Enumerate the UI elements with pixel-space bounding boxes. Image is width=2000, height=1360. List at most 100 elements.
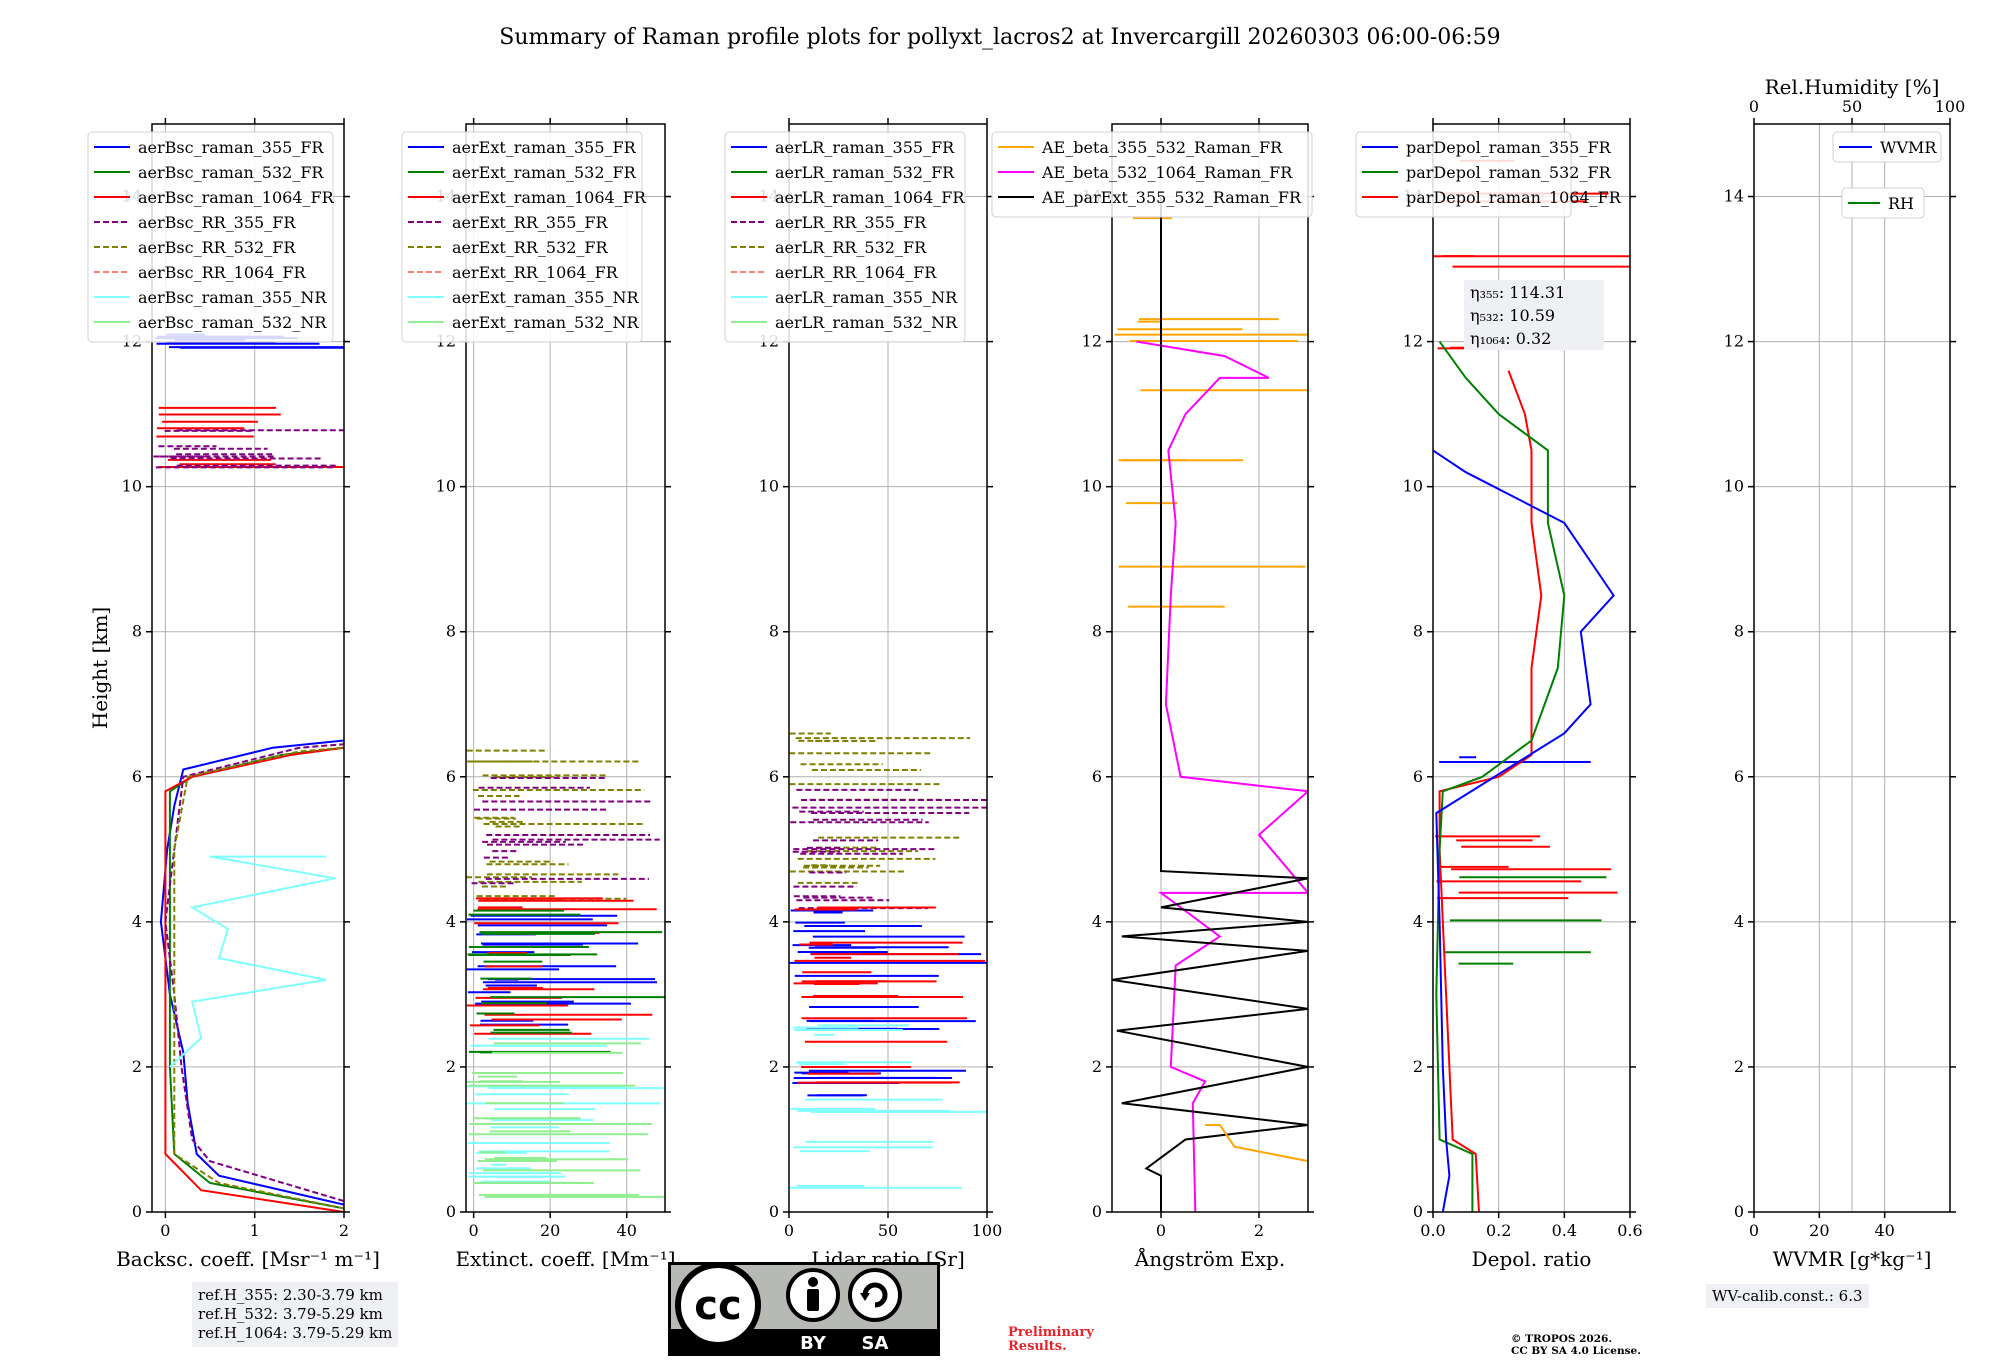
ref-h-355: ref.H_355: 2.30-3.79 km	[198, 1286, 383, 1304]
y-tick-label: 4	[132, 912, 142, 931]
x-tick-label: 20	[1809, 1221, 1829, 1240]
legend-entry: aerExt_raman_532_NR	[452, 313, 640, 332]
y-tick-label: 6	[446, 767, 456, 786]
y-tick-label: 0	[1734, 1202, 1744, 1221]
y-tick-label: 0	[1092, 1202, 1102, 1221]
legend-entry: aerLR_raman_1064_FR	[775, 188, 965, 207]
series-parDepol_raman_1064_FR	[1438, 370, 1543, 1212]
y-tick-label: 10	[1082, 477, 1102, 496]
legend-entry: aerBsc_RR_532_FR	[138, 238, 296, 257]
axes-frame	[465, 123, 666, 1213]
legend-frame-wvmr	[1832, 131, 1942, 163]
legend-entry: aerExt_raman_532_FR	[452, 163, 637, 182]
y-tick-label: 6	[769, 767, 779, 786]
legend-frame	[1355, 131, 1572, 218]
legend-entry: WVMR	[1880, 138, 1937, 157]
x-axis-label: Backsc. coeff. [Msr⁻¹ m⁻¹]	[116, 1247, 380, 1271]
sa-share-alike-icon	[848, 1268, 902, 1322]
x-tick-label: 0	[160, 1221, 170, 1240]
series-aerBsc_RR_532_FR	[173, 746, 344, 1210]
legend-frame-rh	[1841, 187, 1925, 219]
cc-icon	[675, 1262, 761, 1348]
y-tick-label: 4	[446, 912, 456, 931]
x-tick-label: 0	[1156, 1221, 1166, 1240]
series-AE_parExt_355_532_Raman_FR	[1112, 196, 1308, 1212]
legend-entry: aerBsc_RR_355_FR	[138, 213, 296, 232]
legend-entry: aerBsc_raman_1064_FR	[138, 188, 335, 207]
y-tick-label: 10	[436, 477, 456, 496]
legend-entry: aerExt_RR_1064_FR	[452, 263, 619, 282]
legend: AE_beta_355_532_Raman_FR AE_beta_532_1064…	[991, 131, 1313, 218]
legend-entry: RH	[1888, 194, 1914, 213]
y-tick-label: 12	[1082, 332, 1102, 351]
series-parDepol_raman_355_FR	[1433, 449, 1615, 1212]
plot-area	[1112, 196, 1308, 1212]
axes-frame	[151, 123, 345, 1213]
panel-backscatter: 02468101214012Backsc. coeff. [Msr⁻¹ m⁻¹]…	[87, 118, 380, 1271]
y-tick-label: 2	[446, 1057, 456, 1076]
plot-area	[789, 732, 987, 1189]
legend-entry: aerLR_raman_532_NR	[775, 313, 958, 332]
x-tick-label: 0.2	[1486, 1221, 1511, 1240]
y-axis-label: Height [km]	[88, 607, 112, 729]
series-aerBsc_RR_355_FR	[164, 743, 344, 1203]
x-tick-label: 0	[784, 1221, 794, 1240]
legend-frame	[87, 131, 334, 343]
x-tick-label: 40	[617, 1221, 637, 1240]
plot-area	[153, 333, 344, 1212]
wv-calibration-box: WV-calib.const.: 6.3	[1706, 1284, 1869, 1308]
cc-sa-label: SA	[862, 1333, 889, 1354]
ref-h-1064: ref.H_1064: 3.79-5.29 km	[198, 1324, 393, 1342]
y-tick-label: 10	[759, 477, 779, 496]
y-tick-label: 8	[1734, 622, 1744, 641]
legend-entry: parDepol_raman_355_FR	[1406, 138, 1612, 157]
x-tick-label: 0.6	[1617, 1221, 1642, 1240]
rh-top-tick-label: 100	[1935, 97, 1966, 116]
legend-entry: aerLR_raman_355_NR	[775, 288, 958, 307]
eta-annotation: η₁₀₆₄: 0.32	[1470, 329, 1551, 348]
legend-entry: AE_parExt_355_532_Raman_FR	[1041, 188, 1302, 207]
x-tick-label: 50	[878, 1221, 898, 1240]
panel-extinction: 0246810121402040Extinct. coeff. [Mm⁻¹]ae…	[401, 118, 676, 1271]
legend: aerBsc_raman_355_FR aerBsc_raman_532_FRae…	[87, 131, 335, 343]
copyright-line-1: © TROPOS 2026.	[1511, 1333, 1613, 1345]
cc-by-label: BY	[800, 1333, 827, 1354]
plot-area	[466, 749, 665, 1198]
y-tick-label: 2	[1734, 1057, 1744, 1076]
eta-annotation: η₃₅₅: 114.31	[1470, 283, 1565, 302]
legend-entry: aerExt_raman_355_FR	[452, 138, 637, 157]
legend-entry: aerBsc_RR_1064_FR	[138, 263, 307, 282]
ref-h-532: ref.H_532: 3.79-5.29 km	[198, 1305, 383, 1323]
cc-by-sa-badge: cc BY SA	[668, 1262, 940, 1356]
x-tick-label: 40	[1874, 1221, 1894, 1240]
rh-top-tick-label: 50	[1842, 97, 1862, 116]
legend-entry: aerExt_raman_355_NR	[452, 288, 640, 307]
y-tick-label: 6	[1413, 767, 1423, 786]
y-tick-label: 6	[1092, 767, 1102, 786]
y-tick-label: 2	[1092, 1057, 1102, 1076]
preliminary-line-2: Results.	[1008, 1339, 1067, 1354]
y-tick-label: 14	[1724, 187, 1744, 206]
y-tick-label: 8	[1092, 622, 1102, 641]
preliminary-note: Preliminary Results.	[1008, 1326, 1094, 1354]
y-tick-label: 2	[132, 1057, 142, 1076]
legend-entry: aerBsc_raman_532_NR	[138, 313, 327, 332]
legend: WVMR RH	[1832, 131, 1942, 219]
eta-box	[1464, 280, 1604, 350]
x-tick-label: 2	[339, 1221, 349, 1240]
legend: aerExt_raman_355_FR aerExt_raman_532_FRae…	[401, 131, 647, 343]
axes-frame	[1432, 123, 1631, 1213]
figure-title: Summary of Raman profile plots for polly…	[499, 25, 1500, 50]
series-AE_beta_532_1064_Raman_FR	[1136, 340, 1308, 1212]
legend-entry: aerLR_RR_355_FR	[775, 213, 927, 232]
panel-lidar_ratio: 02468101214050100Lidar ratio [Sr]aerLR_r…	[724, 118, 1002, 1271]
legend-entry: aerLR_RR_1064_FR	[775, 263, 937, 282]
y-tick-label: 0	[446, 1202, 456, 1221]
legend-frame	[991, 131, 1313, 218]
y-tick-label: 8	[1413, 622, 1423, 641]
y-tick-label: 2	[1413, 1057, 1423, 1076]
panel-angstrom: 0246810121402Ångström Exp.AE_beta_355_53…	[991, 118, 1314, 1271]
y-tick-label: 0	[132, 1202, 142, 1221]
